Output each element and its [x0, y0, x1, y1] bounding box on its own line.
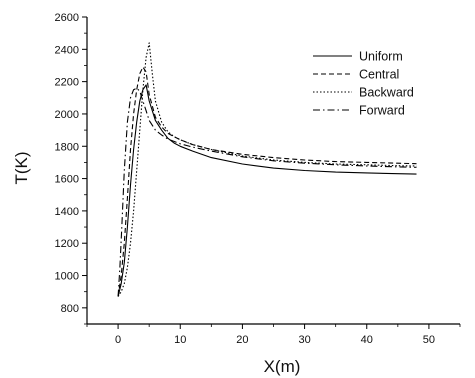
x-tick-label: 50	[423, 334, 435, 346]
y-tick-label: 2400	[55, 44, 79, 56]
x-tick-label: 30	[298, 334, 310, 346]
y-tick-label: 2200	[55, 77, 79, 89]
y-tick-label: 800	[61, 303, 79, 315]
series-line-backward	[117, 42, 417, 297]
x-tick-label: 40	[361, 334, 373, 346]
y-tick-label: 1200	[55, 238, 79, 250]
series-line-forward	[117, 87, 417, 297]
legend-label-uniform: Uniform	[359, 50, 403, 64]
x-tick-label: 20	[236, 334, 248, 346]
legend-label-backward: Backward	[359, 86, 414, 100]
y-tick-label: 1400	[55, 206, 79, 218]
y-tick-label: 2000	[55, 109, 79, 121]
y-tick-label: 1800	[55, 141, 79, 153]
y-tick-label: 1000	[55, 271, 79, 283]
y-tick-label: 1600	[55, 174, 79, 186]
series-line-uniform	[117, 84, 417, 297]
y-tick-label: 2600	[55, 12, 79, 24]
series-line-central	[117, 66, 417, 297]
x-axis-title: X(m)	[264, 357, 301, 376]
x-tick-label: 0	[115, 334, 121, 346]
legend-label-central: Central	[359, 68, 399, 82]
x-tick-label: 10	[174, 334, 186, 346]
y-axis-title: T(K)	[12, 151, 31, 184]
legend-label-forward: Forward	[359, 104, 405, 118]
